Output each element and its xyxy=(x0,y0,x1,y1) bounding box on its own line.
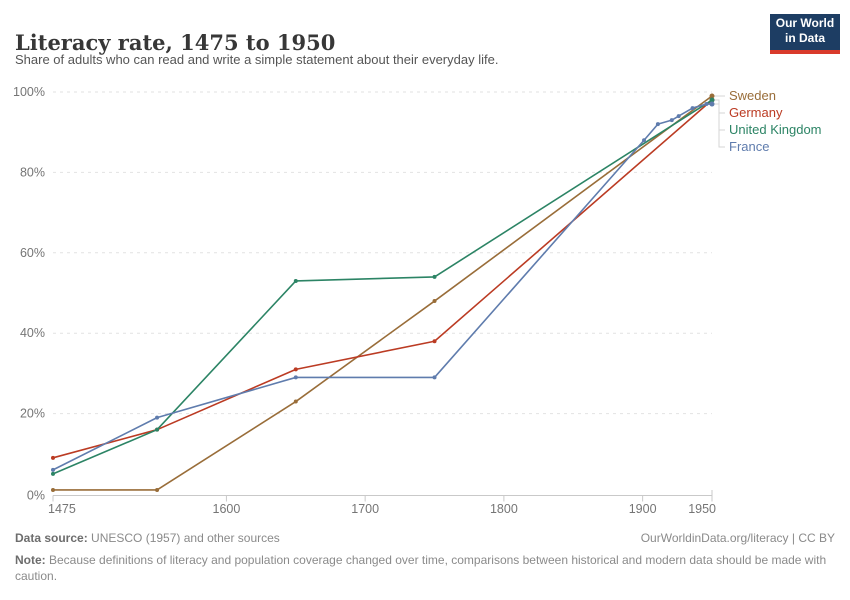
owid-logo[interactable]: Our World in Data xyxy=(770,14,840,54)
chart-footer: Data source: UNESCO (1957) and other sou… xyxy=(15,531,835,584)
y-tick-label: 20% xyxy=(20,407,45,421)
x-tick-label: 1700 xyxy=(351,502,379,516)
point-sweden[interactable] xyxy=(51,487,55,492)
point-germany[interactable] xyxy=(432,339,437,344)
point-france[interactable] xyxy=(690,106,695,111)
owid-license-link[interactable]: OurWorldinData.org/literacy | CC BY xyxy=(640,531,835,545)
legend-item-france[interactable]: France xyxy=(729,139,770,155)
point-germany[interactable] xyxy=(293,367,298,372)
point-sweden[interactable] xyxy=(155,487,160,492)
y-tick-label: 60% xyxy=(20,246,45,260)
point-france[interactable] xyxy=(432,375,437,380)
series-france[interactable] xyxy=(51,101,715,472)
x-tick-label: 1475 xyxy=(48,502,76,516)
point-united-kingdom[interactable] xyxy=(293,278,298,283)
chart-title: Literacy rate, 1475 to 1950 xyxy=(15,30,336,56)
point-sweden[interactable] xyxy=(709,93,715,99)
chart-note: Note: Because definitions of literacy an… xyxy=(15,552,827,584)
chart-note-text: Because definitions of literacy and popu… xyxy=(15,553,827,583)
point-germany[interactable] xyxy=(51,455,55,460)
x-tick-label: 1600 xyxy=(213,502,241,516)
point-sweden[interactable] xyxy=(432,299,437,304)
point-united-kingdom[interactable] xyxy=(51,471,55,476)
point-france[interactable] xyxy=(642,138,647,143)
y-tick-label: 100% xyxy=(13,85,45,99)
legend-item-sweden[interactable]: Sweden xyxy=(729,88,776,104)
data-source-label: Data source: xyxy=(15,531,88,545)
point-united-kingdom[interactable] xyxy=(709,97,715,103)
point-france[interactable] xyxy=(669,118,674,123)
owid-logo-line1: Our World xyxy=(775,16,835,30)
legend-item-germany[interactable]: Germany xyxy=(729,105,783,121)
line-chart[interactable]: 0% 20% 40% 60% 80% 100% 1475 1600 1700 1800 1900 19… xyxy=(0,80,850,530)
line-france[interactable] xyxy=(52,103,712,471)
point-united-kingdom[interactable] xyxy=(432,274,437,279)
point-france[interactable] xyxy=(51,467,55,472)
point-france[interactable] xyxy=(709,101,715,107)
point-france[interactable] xyxy=(676,114,681,119)
y-tick-label: 80% xyxy=(20,165,45,179)
point-france[interactable] xyxy=(704,102,709,107)
chart-note-label: Note: xyxy=(15,553,46,567)
x-tick-label: 1800 xyxy=(490,502,518,516)
point-sweden[interactable] xyxy=(293,399,298,404)
owid-logo-line2: in Data xyxy=(784,31,825,45)
data-source: Data source: UNESCO (1957) and other sou… xyxy=(15,531,280,545)
data-source-text: UNESCO (1957) and other sources xyxy=(87,531,280,545)
line-united-kingdom[interactable] xyxy=(52,99,713,475)
series-united-kingdom[interactable] xyxy=(51,97,715,476)
series-sweden[interactable] xyxy=(51,93,715,492)
legend-item-united-kingdom[interactable]: United Kingdom xyxy=(729,122,822,138)
x-tick-label: 1900 xyxy=(629,502,657,516)
point-france[interactable] xyxy=(293,375,298,380)
chart-subtitle: Share of adults who can read and write a… xyxy=(15,52,499,67)
y-tick-label: 0% xyxy=(27,489,45,503)
legend-connector xyxy=(714,103,725,148)
point-united-kingdom[interactable] xyxy=(155,427,160,432)
x-tick-label: 1950 xyxy=(688,502,716,516)
point-france[interactable] xyxy=(655,122,660,127)
point-france[interactable] xyxy=(155,415,160,420)
y-tick-label: 40% xyxy=(20,326,45,340)
